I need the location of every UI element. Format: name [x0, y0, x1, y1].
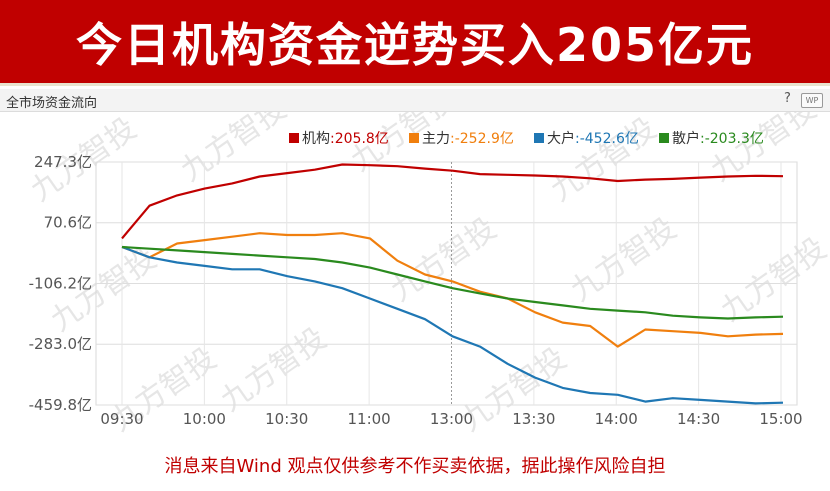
disclaimer-text: 消息来自Wind 观点仅供参考不作买卖依据，据此操作风险自担	[164, 456, 666, 477]
x-tick-label: 14:30	[677, 410, 720, 428]
x-tick-label: 14:00	[595, 410, 638, 428]
x-tick-label: 10:00	[183, 410, 226, 428]
watermark-text: 九方智投	[565, 211, 683, 308]
legend-label: 散户	[672, 130, 700, 147]
series-line-主力	[121, 232, 784, 348]
x-tick-label: 13:00	[430, 410, 473, 428]
watermark-text: 九方智投	[175, 112, 293, 189]
series-line-大户	[121, 245, 784, 405]
x-tick-label: 11:00	[348, 410, 391, 428]
y-tick-label: 247.3亿	[34, 153, 92, 171]
panel-header: 全市场资金流向 ? WP	[0, 89, 830, 112]
y-axis-labels: 247.3亿 70.6亿 -106.2亿 -283.0亿 -459.8亿	[29, 153, 92, 414]
series-line-机构	[121, 163, 784, 240]
legend-label: 大户	[547, 130, 575, 147]
chart-grid	[95, 161, 798, 406]
legend-value: :-252.9亿	[450, 131, 514, 147]
legend-value: :-203.3亿	[700, 131, 764, 147]
series-line-散户	[121, 245, 784, 320]
panel-title: 全市场资金流向	[6, 96, 98, 111]
x-tick-label: 13:30	[512, 410, 555, 428]
legend-value: :-452.6亿	[575, 131, 639, 147]
watermark-text: 九方智投	[215, 321, 333, 418]
disclaimer-footer: 消息来自Wind 观点仅供参考不作买卖依据，据此操作风险自担	[0, 450, 830, 484]
x-tick-label: 10:30	[265, 410, 308, 428]
x-tick-label: 09:30	[100, 410, 143, 428]
legend-label: 机构	[302, 131, 330, 147]
legend-swatch	[289, 133, 299, 143]
legend-label: 主力	[422, 131, 450, 147]
watermark-text: 九方智投	[545, 112, 663, 209]
chart-series	[121, 163, 784, 405]
legend-value: :205.8亿	[330, 131, 389, 147]
title-banner: 今日机构资金逆势买入205亿元	[0, 0, 830, 86]
watermark-text: 九方智投	[715, 231, 830, 328]
legend-swatch	[409, 133, 419, 143]
y-tick-label: -283.0亿	[29, 335, 92, 353]
legend-swatch	[659, 133, 669, 143]
y-tick-label: -106.2亿	[29, 274, 92, 292]
chart-legend: 机构:205.8亿 主力:-252.9亿 大户:-452.6亿 散户:-203.3亿	[289, 130, 764, 147]
y-tick-label: -459.8亿	[29, 396, 92, 414]
wp-button[interactable]: WP	[801, 93, 823, 108]
x-axis-labels: 09:30 10:00 10:30 11:00 13:00 13:30 14:00 14:30…	[100, 410, 802, 428]
banner-title: 今日机构资金逆势买入205亿元	[75, 17, 755, 72]
y-tick-label: 70.6亿	[44, 214, 92, 232]
legend-swatch	[534, 133, 544, 143]
x-tick-label: 15:00	[759, 410, 802, 428]
help-button[interactable]: ?	[784, 91, 791, 106]
